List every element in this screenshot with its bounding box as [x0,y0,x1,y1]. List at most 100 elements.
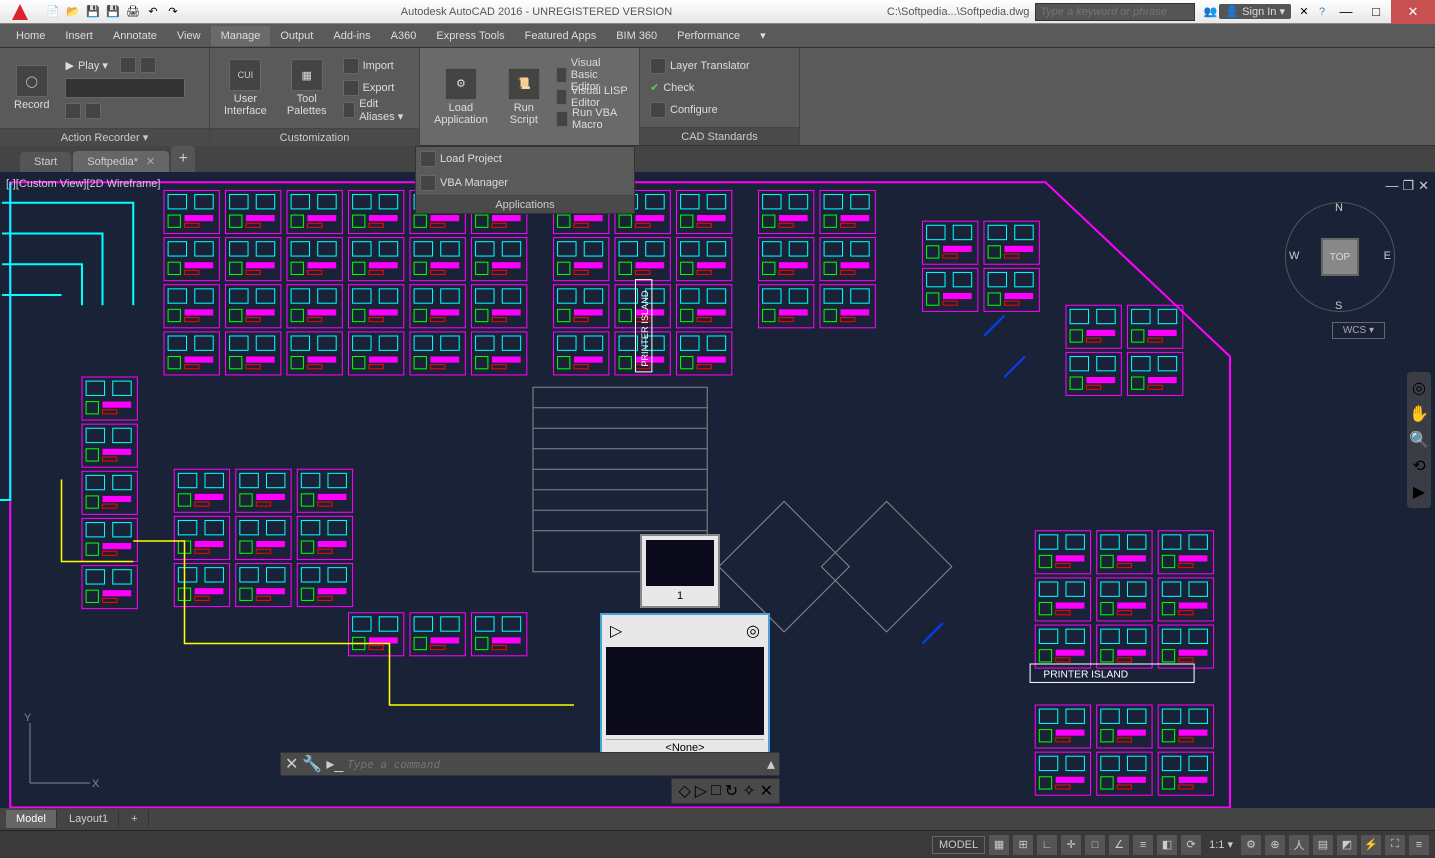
tab-annotate[interactable]: Annotate [103,26,167,46]
selection-cycling-icon[interactable]: ⟳ [1181,835,1201,855]
action-misc2-icon[interactable] [140,57,156,73]
edit-aliases-button[interactable]: Edit Aliases ▾ [339,99,413,121]
action-misc4-icon[interactable] [85,103,101,119]
canvas-minimize-icon[interactable]: — [1385,178,1398,194]
close-tab-icon[interactable]: ✕ [146,156,155,168]
tab-a360[interactable]: A360 [381,26,427,46]
save-icon[interactable]: 💾 [84,3,102,21]
lineweight-icon[interactable]: ≡ [1133,835,1153,855]
tab-manage[interactable]: Manage [211,26,271,46]
help-search-input[interactable] [1035,3,1195,21]
visual-basic-editor-button[interactable]: Visual Basic Editor [552,64,633,86]
canvas-restore-icon[interactable]: ❐ [1402,178,1414,194]
check-button[interactable]: ✔Check [646,77,753,99]
maximize-button[interactable]: □ [1361,0,1391,24]
play-button[interactable]: ▶ Play ▾ [61,54,185,76]
orbit-icon[interactable]: ⟲ [1409,456,1429,476]
add-layout-button[interactable]: + [121,810,148,828]
pan-icon[interactable]: ✋ [1409,404,1429,424]
sm-play-icon[interactable]: ▷ [695,781,707,801]
ortho-icon[interactable]: ∟ [1037,835,1057,855]
export-button[interactable]: Export [339,77,413,99]
view-thumbnail-small[interactable]: 1 [640,534,720,608]
polar-icon[interactable]: ✛ [1061,835,1081,855]
panel-title[interactable]: Action Recorder ▾ [0,128,209,146]
tab-output[interactable]: Output [270,26,323,46]
doctab-start[interactable]: Start [20,152,71,172]
app-logo[interactable] [0,0,40,24]
layer-translator-button[interactable]: Layer Translator [646,55,753,77]
otrack-icon[interactable]: ∠ [1109,835,1129,855]
close-button[interactable]: ✕ [1391,0,1435,24]
clean-screen-icon[interactable]: ⛶ [1385,835,1405,855]
cmd-close-icon[interactable]: ✕ [285,754,298,774]
plot-icon[interactable]: 🖨 [124,3,142,21]
tab-featured-apps[interactable]: Featured Apps [515,26,607,46]
redo-icon[interactable]: ↷ [164,3,182,21]
tab-view[interactable]: View [167,26,211,46]
command-input[interactable] [347,758,763,771]
vba-manager-button[interactable]: VBA Manager [416,171,634,195]
record-button[interactable]: ◯ Record [6,50,57,126]
isolate-icon[interactable]: ◩ [1337,835,1357,855]
zoom-extents-icon[interactable]: 🔍 [1409,430,1429,450]
help-icon[interactable]: ? [1313,3,1331,21]
configure-button[interactable]: Configure [646,99,753,121]
ribbon-expand-icon[interactable]: ▾ [750,25,776,46]
tab-addins[interactable]: Add-ins [323,26,380,46]
tab-bim360[interactable]: BIM 360 [606,26,667,46]
sm-new-icon[interactable]: ✧ [742,781,755,801]
load-application-button[interactable]: ⚙ Load Application [426,59,496,135]
transparency-icon[interactable]: ◧ [1157,835,1177,855]
sm-close-icon[interactable]: ✕ [760,781,773,801]
layouttab-layout1[interactable]: Layout1 [59,810,119,828]
user-interface-button[interactable]: CUI User Interface [216,50,275,126]
model-space-button[interactable]: MODEL [932,836,985,854]
viewcube[interactable]: N S E W TOP [1285,202,1395,312]
preview-play-icon[interactable]: ▷ [610,621,622,641]
grid-icon[interactable]: ▦ [989,835,1009,855]
preview-target-icon[interactable]: ◎ [746,621,760,641]
showmotion-preview[interactable]: ▷◎ <None> [600,613,770,760]
sign-in-button[interactable]: 👤 Sign In ▾ [1219,4,1291,19]
open-icon[interactable]: 📂 [64,3,82,21]
sm-stop-icon[interactable]: □ [711,781,721,801]
visual-lisp-editor-button[interactable]: Visual LISP Editor [552,86,633,108]
import-button[interactable]: Import [339,55,413,77]
minimize-button[interactable]: — [1331,0,1361,24]
steering-wheel-icon[interactable]: ◎ [1409,378,1429,398]
exchange-icon[interactable]: ✕ [1295,3,1313,21]
action-misc3-icon[interactable] [65,103,81,119]
hardware-accel-icon[interactable]: ⚡ [1361,835,1381,855]
infocenter-icon[interactable]: 👥 [1201,3,1219,21]
tool-palettes-button[interactable]: ▦ Tool Palettes [279,50,335,126]
annotation-monitor-icon[interactable]: ⊕ [1265,835,1285,855]
new-icon[interactable]: 📄 [44,3,62,21]
doctab-softpedia[interactable]: Softpedia*✕ [73,151,169,172]
layouttab-model[interactable]: Model [6,810,57,828]
undo-icon[interactable]: ↶ [144,3,162,21]
viewport-label[interactable]: [-][Custom View][2D Wireframe] [6,178,160,190]
tab-home[interactable]: Home [6,26,55,46]
run-script-button[interactable]: 📜 Run Script [500,59,548,135]
tab-performance[interactable]: Performance [667,26,750,46]
workspace-icon[interactable]: ⚙ [1241,835,1261,855]
quick-properties-icon[interactable]: ▤ [1313,835,1333,855]
annotation-scale[interactable]: 1:1 ▾ [1205,836,1237,853]
cmd-history-icon[interactable]: ▴ [767,754,775,774]
wcs-dropdown[interactable]: WCS ▾ [1332,322,1385,339]
cmd-customize-icon[interactable]: 🔧 [302,754,322,774]
customize-status-icon[interactable]: ≡ [1409,835,1429,855]
saveas-icon[interactable]: 💾 [104,3,122,21]
sm-pin-icon[interactable]: ◇ [678,781,690,801]
action-name-input[interactable] [65,78,185,98]
snap-icon[interactable]: ⊞ [1013,835,1033,855]
action-misc1-icon[interactable] [120,57,136,73]
osnap-icon[interactable]: □ [1085,835,1105,855]
sm-loop-icon[interactable]: ↻ [725,781,738,801]
canvas-close-icon[interactable]: ✕ [1418,178,1429,194]
new-tab-button[interactable]: + [171,146,195,172]
load-project-button[interactable]: Load Project [416,147,634,171]
panel-title[interactable]: Applications [416,195,634,213]
showmotion-icon[interactable]: ▶ [1409,482,1429,502]
